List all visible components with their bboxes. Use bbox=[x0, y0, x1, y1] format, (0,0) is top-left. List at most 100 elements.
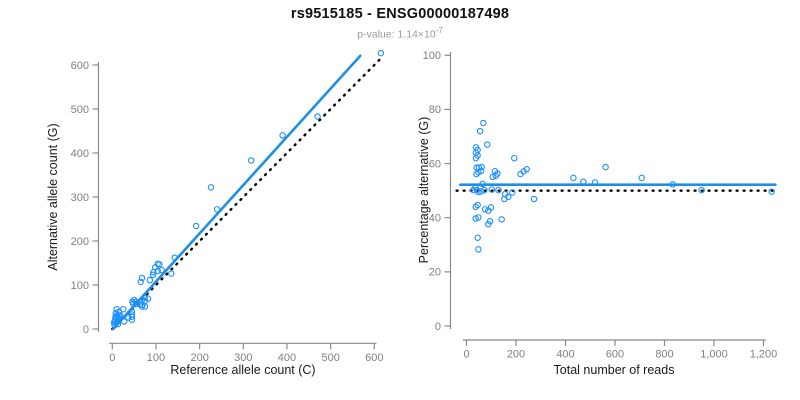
data-point bbox=[473, 170, 480, 178]
data-point bbox=[602, 163, 609, 171]
data-point bbox=[146, 276, 154, 284]
data-point bbox=[474, 201, 481, 209]
data-point bbox=[473, 186, 481, 194]
y-tick-label: 40 bbox=[429, 213, 441, 225]
x-tick-label: 400 bbox=[556, 349, 574, 361]
data-layer bbox=[455, 119, 779, 253]
data-point bbox=[475, 168, 482, 176]
data-point bbox=[475, 188, 482, 196]
data-point bbox=[116, 312, 124, 319]
y-tick-label: 20 bbox=[429, 267, 441, 279]
data-point bbox=[158, 266, 165, 274]
data-point bbox=[480, 119, 487, 127]
data-point bbox=[487, 204, 495, 211]
data-point bbox=[476, 127, 484, 135]
pvalue-subtitle: p-value: 1.14×10-7 bbox=[0, 26, 800, 41]
x-tick-label: 200 bbox=[507, 349, 525, 361]
data-point bbox=[150, 268, 157, 276]
data-point bbox=[498, 216, 505, 223]
data-point bbox=[113, 305, 120, 313]
x-tick-label: 0 bbox=[463, 349, 469, 361]
y-tick-label: 60 bbox=[429, 158, 441, 170]
y-tick-label: 500 bbox=[71, 104, 89, 116]
data-point bbox=[128, 313, 136, 320]
data-point bbox=[638, 174, 645, 182]
x-tick-label: 100 bbox=[147, 352, 165, 364]
x-tick-label: 300 bbox=[234, 352, 252, 364]
data-point bbox=[314, 113, 321, 120]
x-axis-title: Total number of reads bbox=[554, 363, 675, 377]
x-tick-label: 1,000 bbox=[700, 349, 728, 361]
data-point bbox=[570, 174, 577, 182]
data-point bbox=[192, 222, 200, 230]
data-point bbox=[489, 173, 496, 181]
y-tick-label: 600 bbox=[71, 60, 89, 72]
data-point bbox=[113, 312, 120, 319]
y-tick-label: 100 bbox=[71, 280, 89, 292]
data-point bbox=[137, 278, 144, 286]
y-tick-label: 80 bbox=[429, 104, 441, 116]
y-tick-label: 100 bbox=[423, 50, 441, 62]
fit-line bbox=[111, 54, 362, 331]
data-point bbox=[168, 270, 175, 277]
data-point bbox=[484, 141, 491, 148]
data-point bbox=[279, 132, 286, 139]
left-panel: 0 100 200 300 400 500 600 0 100 200 300 400 500 600 Re… bbox=[46, 49, 385, 377]
right-panel: 0 20 40 60 80 100 0 200 400 600 800 1,000 1,200 Total… bbox=[417, 50, 779, 377]
data-layer bbox=[110, 49, 385, 331]
x-tick-label: 1,200 bbox=[750, 349, 778, 361]
data-point bbox=[472, 154, 480, 162]
data-point bbox=[698, 186, 705, 194]
data-point bbox=[495, 186, 502, 194]
data-point bbox=[475, 214, 482, 221]
data-point bbox=[141, 303, 149, 310]
y-tick-label: 0 bbox=[83, 324, 89, 336]
data-point bbox=[509, 189, 516, 196]
data-point bbox=[156, 261, 163, 268]
data-point bbox=[125, 314, 132, 321]
data-point bbox=[501, 195, 508, 203]
data-point bbox=[530, 195, 538, 203]
data-point bbox=[492, 172, 499, 180]
data-point bbox=[138, 274, 146, 282]
x-tick-label: 500 bbox=[321, 352, 339, 364]
data-point bbox=[377, 49, 385, 57]
data-point bbox=[478, 163, 485, 171]
data-point bbox=[475, 246, 482, 253]
pvalue-text: p-value: 1.14×10 bbox=[357, 28, 436, 41]
y-axis-title: Percentage alternative (G) bbox=[417, 117, 431, 264]
x-tick-label: 800 bbox=[655, 349, 673, 361]
data-point bbox=[485, 220, 492, 228]
reference-dotted-line bbox=[111, 56, 383, 331]
data-point bbox=[523, 166, 530, 173]
data-point bbox=[154, 267, 161, 275]
y-tick-label: 200 bbox=[71, 236, 89, 248]
data-point bbox=[472, 203, 479, 211]
y-axis-title: Alternative allele count (G) bbox=[46, 123, 60, 270]
data-point bbox=[768, 188, 775, 195]
y-tick-label: 400 bbox=[71, 148, 89, 160]
x-tick-label: 0 bbox=[109, 352, 115, 364]
x-tick-label: 600 bbox=[365, 352, 383, 364]
page-title: rs9515185 - ENSG00000187498 bbox=[290, 6, 510, 22]
data-point bbox=[511, 154, 518, 162]
data-point bbox=[477, 188, 485, 195]
x-tick-label: 600 bbox=[606, 349, 624, 361]
x-tick-label: 200 bbox=[190, 352, 208, 364]
data-point bbox=[133, 300, 140, 308]
data-point bbox=[481, 206, 489, 213]
data-point bbox=[149, 271, 157, 279]
data-point bbox=[247, 157, 255, 164]
data-point bbox=[488, 186, 495, 193]
data-point bbox=[207, 184, 215, 191]
data-point bbox=[474, 234, 481, 242]
y-tick-label: 0 bbox=[435, 321, 441, 333]
x-axis-title: Reference allele count (C) bbox=[170, 363, 315, 377]
data-point bbox=[110, 319, 118, 326]
y-tick-label: 300 bbox=[71, 192, 89, 204]
pvalue-exponent: -7 bbox=[435, 26, 443, 35]
data-point bbox=[481, 186, 488, 194]
x-tick-label: 400 bbox=[278, 352, 296, 364]
